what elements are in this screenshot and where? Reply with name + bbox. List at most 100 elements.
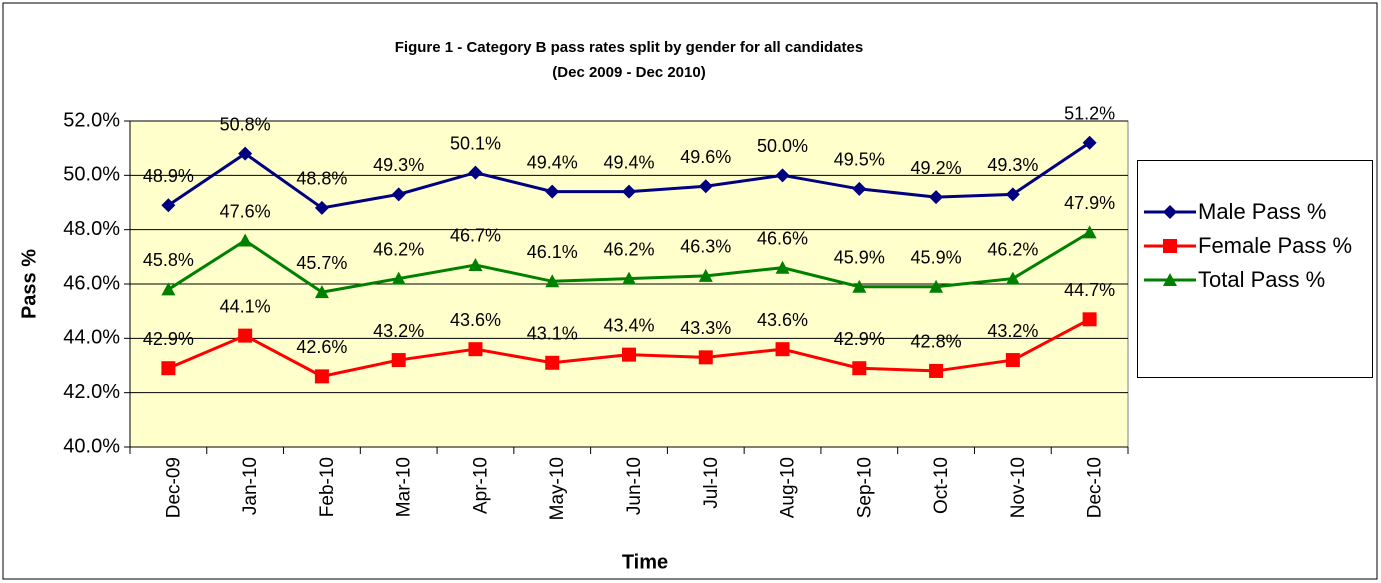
marker: [161, 198, 176, 213]
x-tick-label: Jul-10: [701, 457, 722, 509]
data-label: 42.8%: [911, 332, 962, 352]
legend-entry: Male Pass %: [1142, 199, 1368, 225]
data-label: 46.2%: [373, 239, 424, 259]
data-label: 50.1%: [450, 133, 501, 153]
data-label: 45.9%: [834, 247, 885, 267]
marker: [314, 285, 329, 299]
marker: [698, 350, 713, 365]
x-tick-label: Dec-10: [1085, 457, 1106, 518]
x-tick-label: Dec-09: [163, 457, 184, 518]
data-label: 46.2%: [987, 239, 1038, 259]
data-label: 48.9%: [143, 166, 194, 186]
marker: [314, 369, 329, 384]
data-label: 47.6%: [220, 201, 271, 221]
marker: [1163, 273, 1177, 286]
marker: [775, 342, 790, 357]
chart-title: Figure 1 - Category B pass rates split b…: [395, 39, 863, 56]
chart-subtitle: (Dec 2009 - Dec 2010): [552, 64, 705, 81]
data-label: 42.9%: [143, 329, 194, 349]
data-label: 43.2%: [987, 321, 1038, 341]
data-label: 42.6%: [296, 337, 347, 357]
marker: [391, 187, 406, 202]
marker: [1163, 239, 1177, 253]
y-tick-label: 50.0%: [63, 164, 120, 186]
marker: [622, 271, 636, 285]
data-label: 46.7%: [450, 226, 501, 246]
marker: [1005, 187, 1020, 202]
data-label: 49.3%: [987, 155, 1038, 175]
marker: [852, 279, 867, 293]
data-label: 50.0%: [757, 136, 808, 156]
legend-label: Total Pass %: [1198, 267, 1326, 292]
marker: [314, 200, 329, 215]
x-tick-label: Oct-10: [931, 457, 952, 514]
data-label: 43.2%: [373, 321, 424, 341]
marker: [1082, 135, 1097, 150]
data-label: 46.2%: [603, 239, 654, 259]
data-label: 45.8%: [143, 250, 194, 270]
y-tick-label: 42.0%: [63, 381, 120, 403]
x-tick-label: Jan-10: [240, 457, 261, 515]
x-tick-label: Jun-10: [624, 457, 645, 515]
data-label: 43.6%: [450, 310, 501, 330]
legend-entry: Female Pass %: [1142, 233, 1368, 259]
data-label: 49.4%: [603, 152, 654, 172]
marker: [545, 184, 560, 199]
legend-label: Female Pass %: [1198, 233, 1353, 258]
data-label: 47.9%: [1064, 193, 1115, 213]
marker: [929, 279, 944, 293]
marker: [468, 342, 483, 357]
data-label: 43.3%: [680, 318, 731, 338]
marker: [391, 271, 406, 285]
y-axis-label: Pass %: [18, 249, 40, 319]
marker: [698, 268, 713, 282]
data-label: 49.6%: [680, 147, 731, 167]
data-label: 45.9%: [911, 247, 962, 267]
legend-swatch: [1144, 239, 1196, 253]
x-tick-label: Feb-10: [317, 457, 338, 517]
data-label: 50.8%: [220, 114, 271, 134]
legend: Male Pass % Female Pass % Total Pass %: [1137, 160, 1373, 378]
marker: [1163, 205, 1177, 219]
data-label: 48.8%: [296, 169, 347, 189]
data-label: 51.2%: [1064, 103, 1115, 123]
data-label: 49.4%: [527, 152, 578, 172]
data-label: 44.7%: [1064, 280, 1115, 300]
marker: [468, 165, 483, 180]
x-axis-label: Time: [622, 551, 668, 573]
x-tick-label: Apr-10: [470, 457, 491, 514]
data-label: 46.3%: [680, 237, 731, 257]
x-tick-label: Nov-10: [1008, 457, 1029, 518]
data-label: 46.1%: [527, 242, 578, 262]
y-tick-label: 48.0%: [63, 218, 120, 240]
marker: [1082, 225, 1097, 239]
marker: [391, 353, 406, 368]
marker: [238, 328, 253, 343]
marker: [1005, 353, 1020, 368]
legend-swatch: [1144, 273, 1196, 286]
marker: [775, 168, 790, 183]
legend-label: Male Pass %: [1198, 199, 1327, 224]
y-tick-label: 44.0%: [63, 327, 120, 349]
marker: [775, 260, 790, 274]
marker: [622, 347, 636, 362]
marker: [852, 361, 867, 376]
y-tick-label: 40.0%: [63, 435, 120, 457]
data-label: 45.7%: [296, 253, 347, 273]
data-label: 44.1%: [220, 296, 271, 316]
data-label: 43.4%: [603, 315, 654, 335]
marker: [698, 179, 713, 194]
marker: [1082, 312, 1097, 327]
marker: [238, 233, 253, 247]
legend-swatch: [1144, 205, 1196, 219]
marker: [1005, 271, 1020, 285]
y-tick-label: 46.0%: [63, 272, 120, 294]
data-label: 46.6%: [757, 228, 808, 248]
data-label: 43.1%: [527, 324, 578, 344]
marker: [929, 363, 944, 378]
data-label: 42.9%: [834, 329, 885, 349]
x-tick-label: Aug-10: [778, 457, 799, 518]
x-tick-label: Sep-10: [854, 457, 875, 518]
